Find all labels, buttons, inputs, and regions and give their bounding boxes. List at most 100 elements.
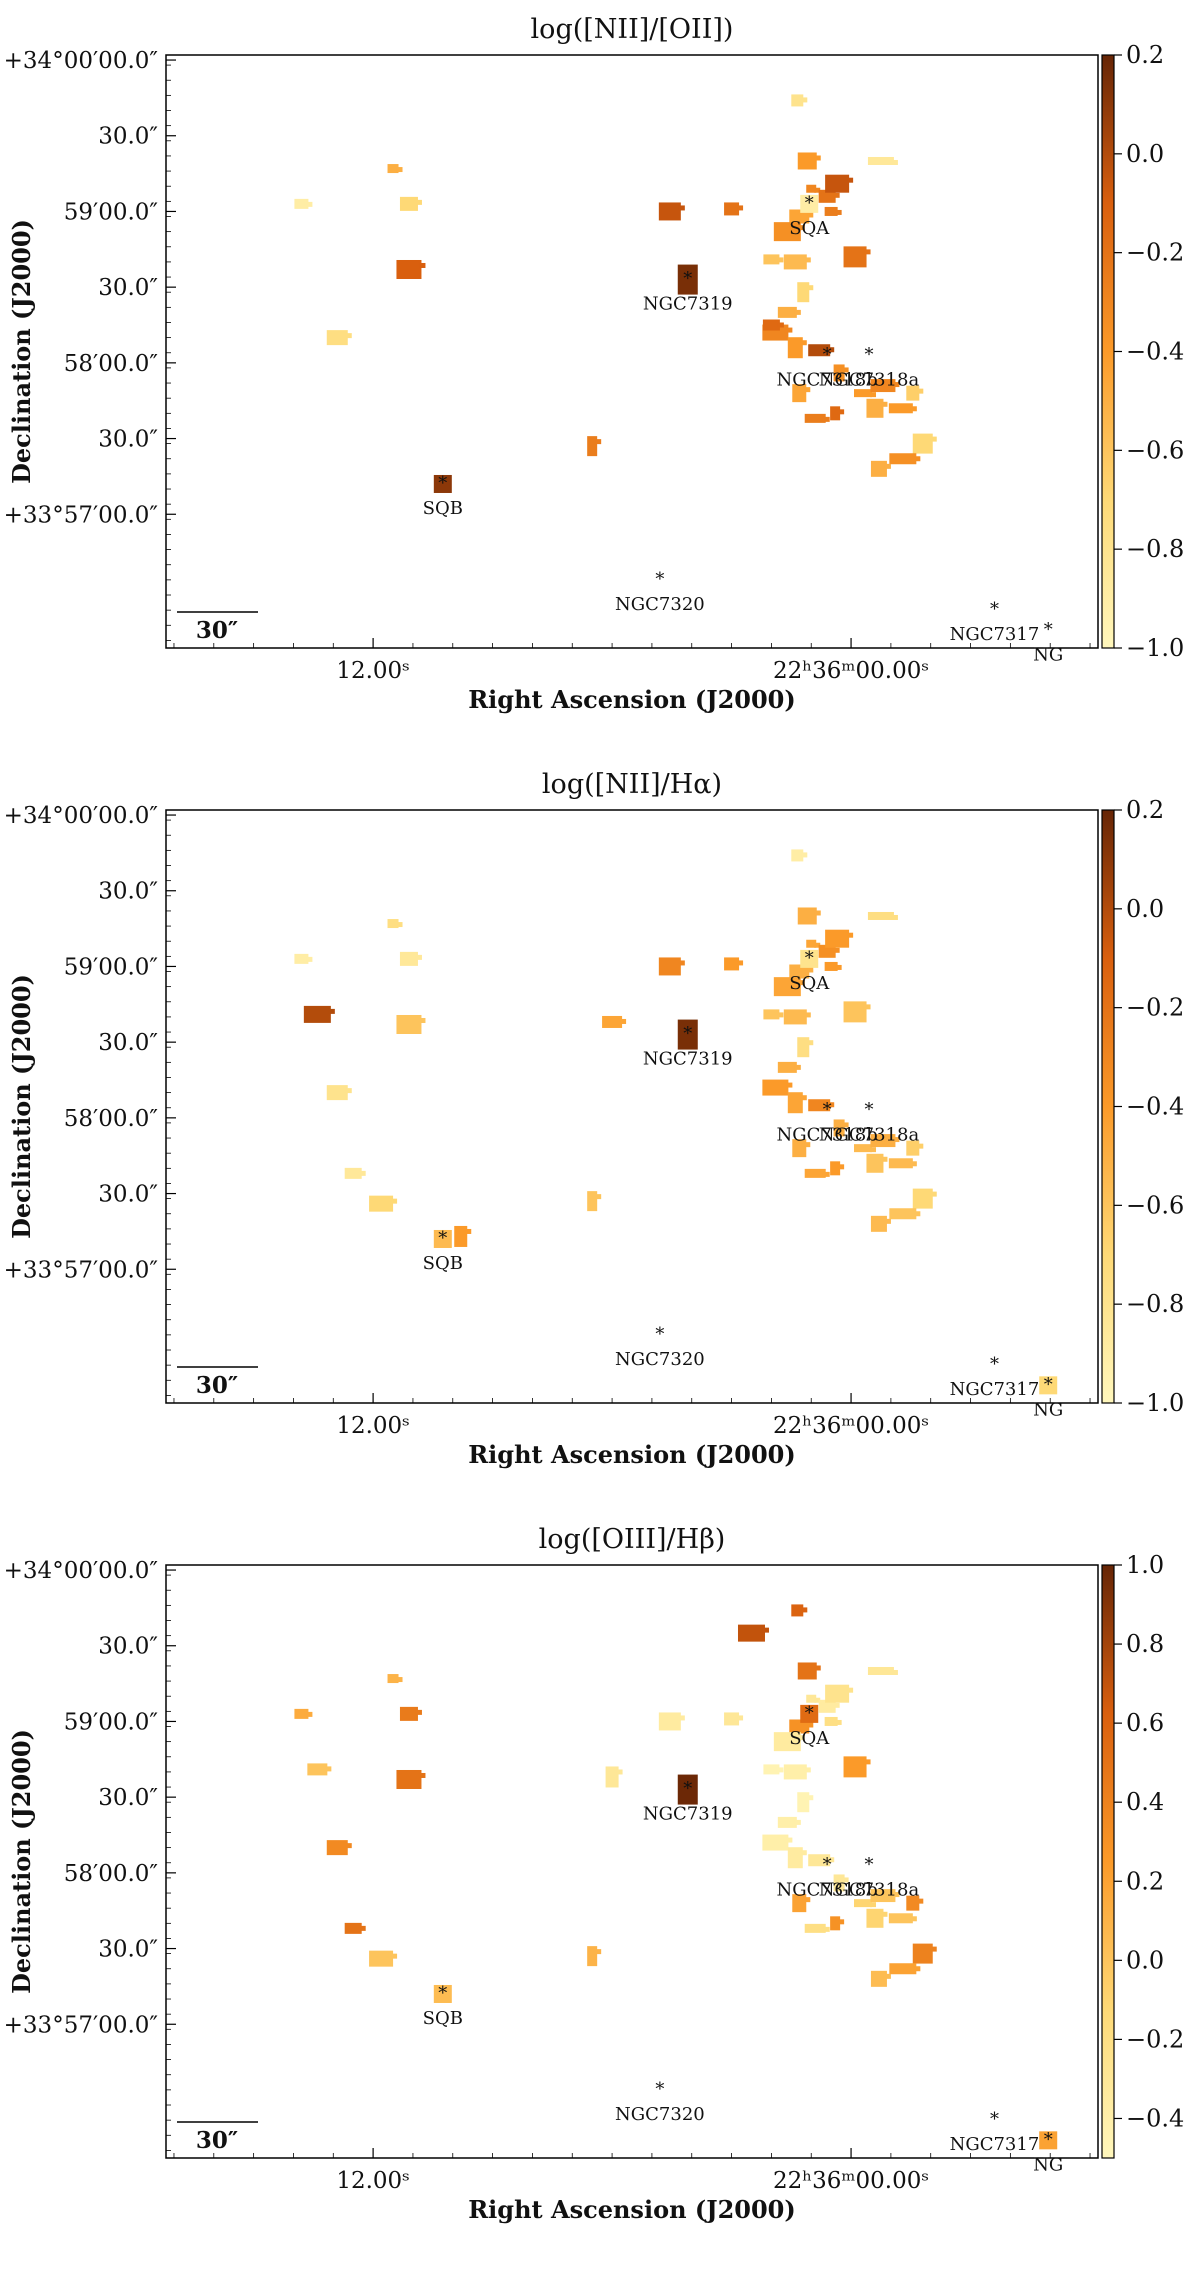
emission-region [843, 1756, 867, 1778]
y-tick-label: 58′00.0″ [64, 1106, 159, 1132]
x-axis-label: Right Ascension (J2000) [468, 685, 796, 714]
galaxy-label: NGC7318a [819, 1124, 920, 1145]
emission-region [825, 1684, 850, 1703]
emission-region [838, 409, 845, 415]
y-tick-label: 59′00.0″ [64, 954, 159, 980]
galaxy-marker: * [990, 2109, 999, 2130]
emission-region [870, 1215, 887, 1232]
emission-region [833, 1119, 845, 1137]
emission-region [833, 364, 845, 382]
emission-region [454, 1225, 468, 1247]
galaxy-marker: * [990, 1354, 999, 1375]
chart-title: log([NII]/Hα) [542, 769, 722, 800]
chart-oiii-hbeta: log([OIII]/Hβ)*SQA*NGC7319*NGC7318b*NGC7… [4, 1524, 1185, 2224]
emission-region [906, 385, 920, 401]
chart-title: log([NII]/[OII]) [531, 14, 734, 45]
emission-region [930, 1946, 937, 1952]
emission-region [866, 1153, 884, 1173]
emission-region [804, 1923, 826, 1933]
galaxy-label: SQA [789, 1728, 830, 1749]
emission-region [587, 1946, 598, 1967]
emission-region [762, 1834, 789, 1851]
galaxy-emission [433, 1229, 452, 1248]
galaxy-marker: * [683, 1024, 692, 1045]
emission-region [800, 1850, 807, 1856]
galaxy-marker: * [1044, 1374, 1053, 1395]
colorbar-tick-label: 0.2 [1126, 41, 1164, 69]
emission-region [806, 184, 817, 193]
emission-region [867, 1666, 894, 1675]
emission-region [818, 1699, 836, 1713]
colorbar-tick-label: −0.2 [1126, 994, 1184, 1022]
y-tick-label: +33°57′00.0″ [4, 1257, 159, 1283]
emission-region [881, 401, 888, 407]
colorbar-tick-label: −0.2 [1126, 2025, 1184, 2053]
y-tick-label: 30.0″ [98, 1030, 158, 1056]
emission-region [806, 1694, 817, 1703]
emission-region [864, 249, 871, 255]
emission-region [914, 1211, 921, 1217]
emission-region [910, 406, 917, 412]
galaxy-marker: * [438, 473, 447, 494]
emission-region [415, 199, 422, 205]
emission-region [328, 1008, 335, 1014]
emission-region [814, 910, 821, 916]
emission-region [804, 413, 826, 423]
emission-region [345, 1088, 352, 1094]
emission-region [891, 914, 898, 920]
emission-region [399, 196, 418, 211]
emission-region [818, 189, 836, 203]
emission-region [419, 1017, 426, 1023]
emission-region [881, 1911, 888, 1917]
emission-region [763, 1764, 780, 1775]
emission-region [884, 1973, 891, 1979]
emission-region [387, 1674, 399, 1684]
emission-region [762, 1627, 769, 1633]
emission-region [847, 1687, 854, 1693]
emission-region [870, 379, 896, 393]
emission-region [396, 167, 403, 173]
emission-region [804, 257, 811, 263]
emission-region [814, 1697, 821, 1703]
emission-region [807, 967, 814, 973]
emission-region [396, 1677, 403, 1683]
emission-region [814, 187, 821, 193]
colorbar-tick-label: 0.0 [1126, 140, 1164, 168]
emission-region [326, 1840, 348, 1856]
emission-region [801, 97, 808, 103]
galaxy-emission [800, 194, 819, 213]
emission-region [326, 330, 348, 346]
galaxy-marker: * [683, 1779, 692, 1800]
emission-region [798, 980, 805, 986]
emission-region [794, 1064, 801, 1070]
emission-region [294, 1708, 309, 1719]
emission-region [867, 911, 894, 920]
galaxy-emission [677, 264, 698, 295]
emission-region [867, 156, 894, 165]
emission-region [889, 1963, 917, 1975]
colorbar-tick-label: −0.4 [1126, 2104, 1184, 2132]
emission-region [835, 964, 842, 970]
emission-region [344, 1167, 362, 1179]
chart-title: log([OIII]/Hβ) [539, 1524, 726, 1555]
emission-region [763, 1009, 780, 1020]
y-tick-label: 30.0″ [98, 427, 158, 453]
emission-region [833, 192, 840, 198]
emission-region [824, 1716, 838, 1726]
galaxy-marker: * [864, 1854, 873, 1875]
emission-region [763, 254, 780, 265]
emission-region [866, 398, 884, 418]
emission-region [798, 1735, 805, 1741]
emission-region [762, 319, 780, 331]
emission-region [823, 416, 830, 422]
emission-region [587, 1191, 598, 1212]
emission-region [325, 1766, 332, 1772]
emission-region [595, 1949, 602, 1955]
emission-region [912, 433, 933, 454]
colorbar-tick-label: 0.4 [1126, 1788, 1164, 1816]
emission-region [800, 1095, 807, 1101]
emission-region [830, 1161, 841, 1176]
x-tick-label: 22ʰ36ᵐ00.00ˢ [773, 1413, 929, 1439]
emission-region [824, 961, 838, 971]
emission-region [773, 222, 801, 242]
